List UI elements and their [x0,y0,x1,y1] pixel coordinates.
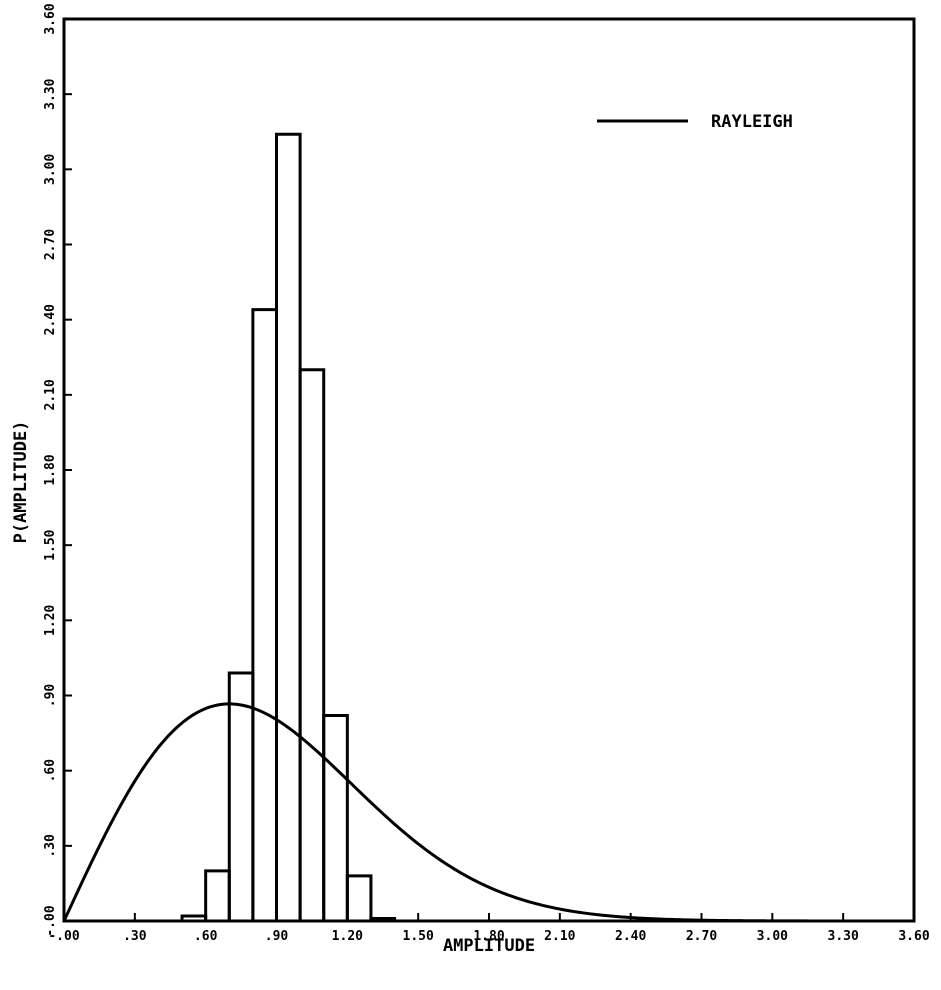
x-axis-title: AMPLITUDE [443,936,535,956]
legend-label-rayleigh: RAYLEIGH [711,112,793,132]
x-tick-label: 1.80 [473,929,504,944]
y-tick-label: .60 [43,759,58,783]
x-tick-label: 1.50 [403,929,434,944]
histogram-bar [227,671,255,921]
x-tick-label: 2.10 [544,929,575,944]
x-axis-ticks: -.00 .30 .60 .90 1.20 1.50 1.80 2.10 2.40 2.70 3.0… [48,913,930,944]
y-tick-label: -.00 [43,905,58,936]
x-tick-label: 3.00 [757,929,788,944]
histogram-bar [298,368,326,921]
histogram-bar [275,132,302,921]
histogram-bar [322,714,349,921]
y-tick-label: 1.80 [43,454,58,485]
plot-frame [62,17,916,923]
y-tick-label: 3.30 [43,78,58,109]
y-tick-label: 1.20 [43,605,58,636]
x-tick-label: .60 [194,929,218,944]
x-tick-label: -.00 [48,929,79,944]
y-tick-label: 2.10 [43,379,58,410]
histogram-bar [345,874,373,921]
histogram [180,132,397,921]
y-tick-label: .90 [43,684,58,708]
x-tick-label: 2.70 [686,929,717,944]
x-tick-label: 1.20 [332,929,363,944]
y-tick-label: 1.50 [43,529,58,560]
histogram-bar [369,916,397,921]
y-tick-label: 2.40 [43,304,58,335]
legend: RAYLEIGH [597,112,793,132]
x-tick-label: .30 [123,929,147,944]
y-axis-ticks: -.00 .30 .60 .90 1.20 1.50 1.80 2.10 2.40 2.70 3.0… [43,3,72,937]
histogram-bar [251,308,278,921]
y-axis-title: P(AMPLITUDE) [11,421,31,544]
y-tick-label: 3.00 [43,154,58,185]
x-tick-label: 3.60 [898,929,929,944]
y-tick-label: 3.60 [43,3,58,34]
x-tick-label: 2.40 [615,929,646,944]
rayleigh-curve-line [62,702,914,923]
x-tick-label: .90 [265,929,289,944]
y-tick-label: 2.70 [43,229,58,260]
y-tick-label: .30 [43,834,58,858]
x-tick-label: 3.30 [828,929,859,944]
histogram-bar [204,869,231,921]
